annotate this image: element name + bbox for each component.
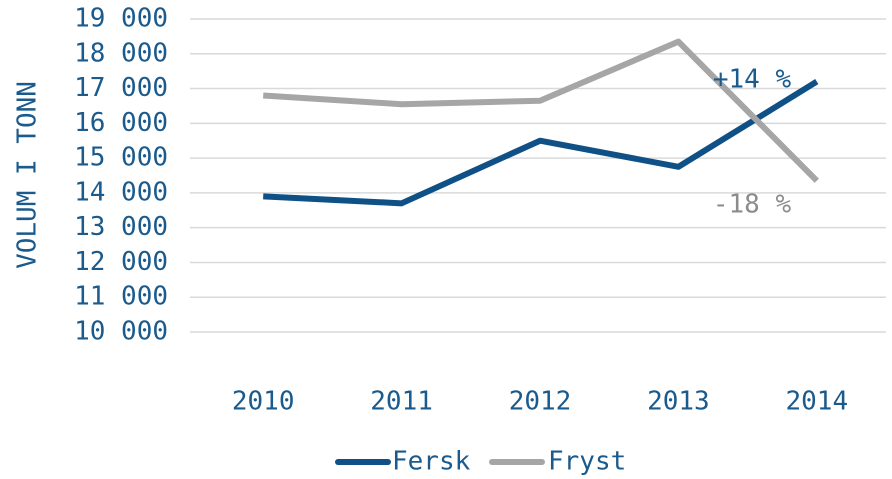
y-tick-label: 13 000: [74, 212, 168, 242]
legend-label: Fryst: [548, 447, 626, 477]
x-tick-label: 2012: [509, 387, 572, 417]
annotation: +14 %: [713, 65, 792, 95]
y-tick-label: 19 000: [74, 4, 168, 34]
y-tick-label: 12 000: [74, 247, 168, 277]
y-tick-label: 18 000: [74, 38, 168, 68]
data-line: [263, 79, 819, 207]
x-tick-label: 2014: [785, 387, 848, 417]
annotation: -18 %: [713, 190, 792, 220]
y-tick-label: 10 000: [74, 317, 168, 347]
data-line: [263, 38, 819, 183]
y-tick-label: 14 000: [74, 177, 168, 207]
y-tick-label: 11 000: [74, 282, 168, 312]
y-tick-label: 16 000: [74, 108, 168, 138]
x-tick-label: 2011: [370, 387, 433, 417]
y-tick-label: 17 000: [74, 73, 168, 103]
x-tick-label: 2010: [232, 387, 295, 417]
x-tick-label: 2013: [647, 387, 710, 417]
y-axis-label: VOLUM I TONN: [13, 81, 43, 269]
legend-label: Fersk: [392, 447, 471, 477]
y-tick-label: 15 000: [74, 143, 168, 173]
